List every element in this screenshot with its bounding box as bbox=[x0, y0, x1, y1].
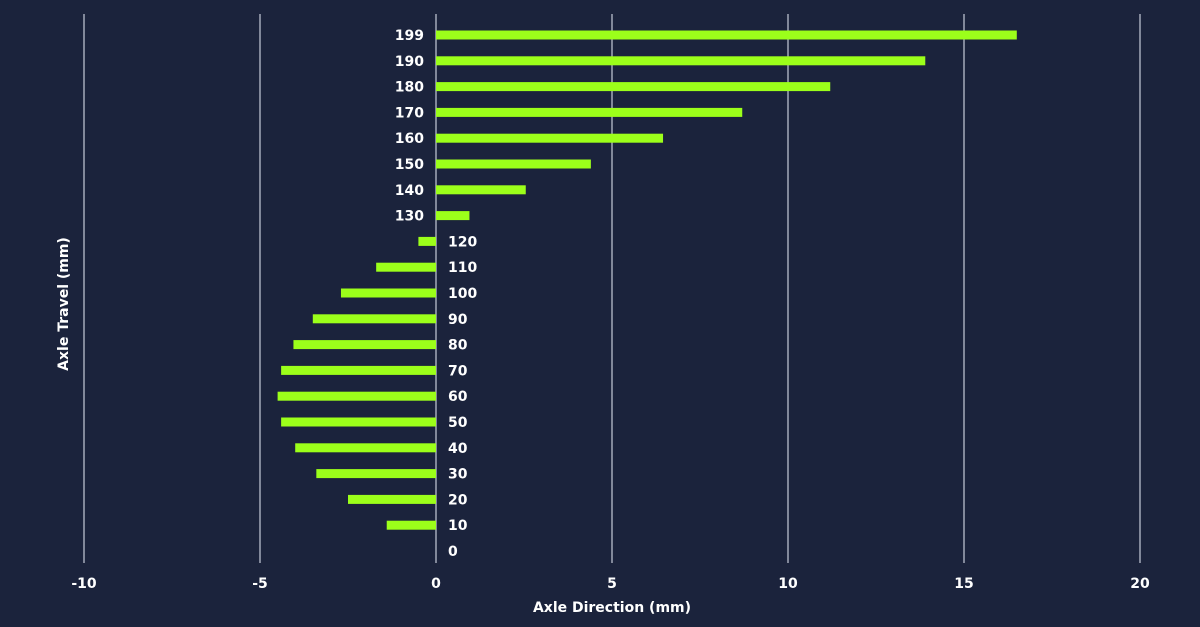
bar bbox=[281, 365, 436, 375]
bar bbox=[386, 520, 436, 530]
bar bbox=[436, 82, 831, 92]
category-label: 199 bbox=[395, 28, 424, 44]
bar bbox=[293, 340, 436, 350]
x-tick-label: -10 bbox=[71, 576, 97, 592]
x-tick-label: 0 bbox=[431, 576, 441, 592]
category-label: 10 bbox=[448, 518, 468, 534]
bar bbox=[277, 391, 436, 401]
bars bbox=[277, 30, 1017, 530]
category-label: 110 bbox=[448, 260, 477, 276]
category-labels: 1991901801701601501401301201101009080706… bbox=[395, 28, 478, 560]
bar bbox=[436, 133, 664, 143]
bar bbox=[418, 236, 436, 246]
category-label: 20 bbox=[448, 492, 468, 508]
bar bbox=[348, 494, 436, 504]
category-label: 80 bbox=[448, 338, 468, 354]
category-label: 150 bbox=[395, 157, 424, 173]
x-tick-label: -5 bbox=[252, 576, 268, 592]
bar bbox=[312, 314, 436, 324]
bar bbox=[295, 443, 436, 453]
bar bbox=[436, 185, 526, 195]
category-label: 120 bbox=[448, 234, 477, 250]
bar bbox=[436, 211, 470, 221]
bar bbox=[436, 30, 1017, 40]
bar bbox=[436, 107, 743, 117]
bar bbox=[436, 159, 591, 169]
category-label: 100 bbox=[448, 286, 477, 302]
category-label: 60 bbox=[448, 389, 468, 405]
grid-lines bbox=[83, 14, 1141, 563]
x-tick-label: 15 bbox=[954, 576, 973, 592]
category-label: 160 bbox=[395, 131, 424, 147]
category-label: 50 bbox=[448, 415, 468, 431]
category-label: 130 bbox=[395, 209, 424, 225]
y-axis-title: Axle Travel (mm) bbox=[56, 237, 72, 371]
category-label: 90 bbox=[448, 312, 468, 328]
bar bbox=[376, 262, 436, 272]
bar bbox=[436, 56, 926, 66]
category-label: 180 bbox=[395, 80, 424, 96]
bar bbox=[340, 288, 436, 298]
category-label: 190 bbox=[395, 54, 424, 70]
x-tick-label: 5 bbox=[607, 576, 617, 592]
category-label: 170 bbox=[395, 105, 424, 121]
category-label: 0 bbox=[448, 544, 458, 560]
category-label: 40 bbox=[448, 441, 468, 457]
x-tick-label: 10 bbox=[778, 576, 798, 592]
x-tick-labels: -10 -5 0 5 10 15 20 bbox=[71, 576, 1150, 592]
category-label: 70 bbox=[448, 363, 468, 379]
category-label: 140 bbox=[395, 183, 424, 199]
x-tick-label: 20 bbox=[1130, 576, 1150, 592]
category-label: 30 bbox=[448, 467, 468, 483]
x-axis-title: Axle Direction (mm) bbox=[533, 600, 691, 616]
bar bbox=[281, 417, 436, 427]
bar bbox=[316, 469, 436, 479]
